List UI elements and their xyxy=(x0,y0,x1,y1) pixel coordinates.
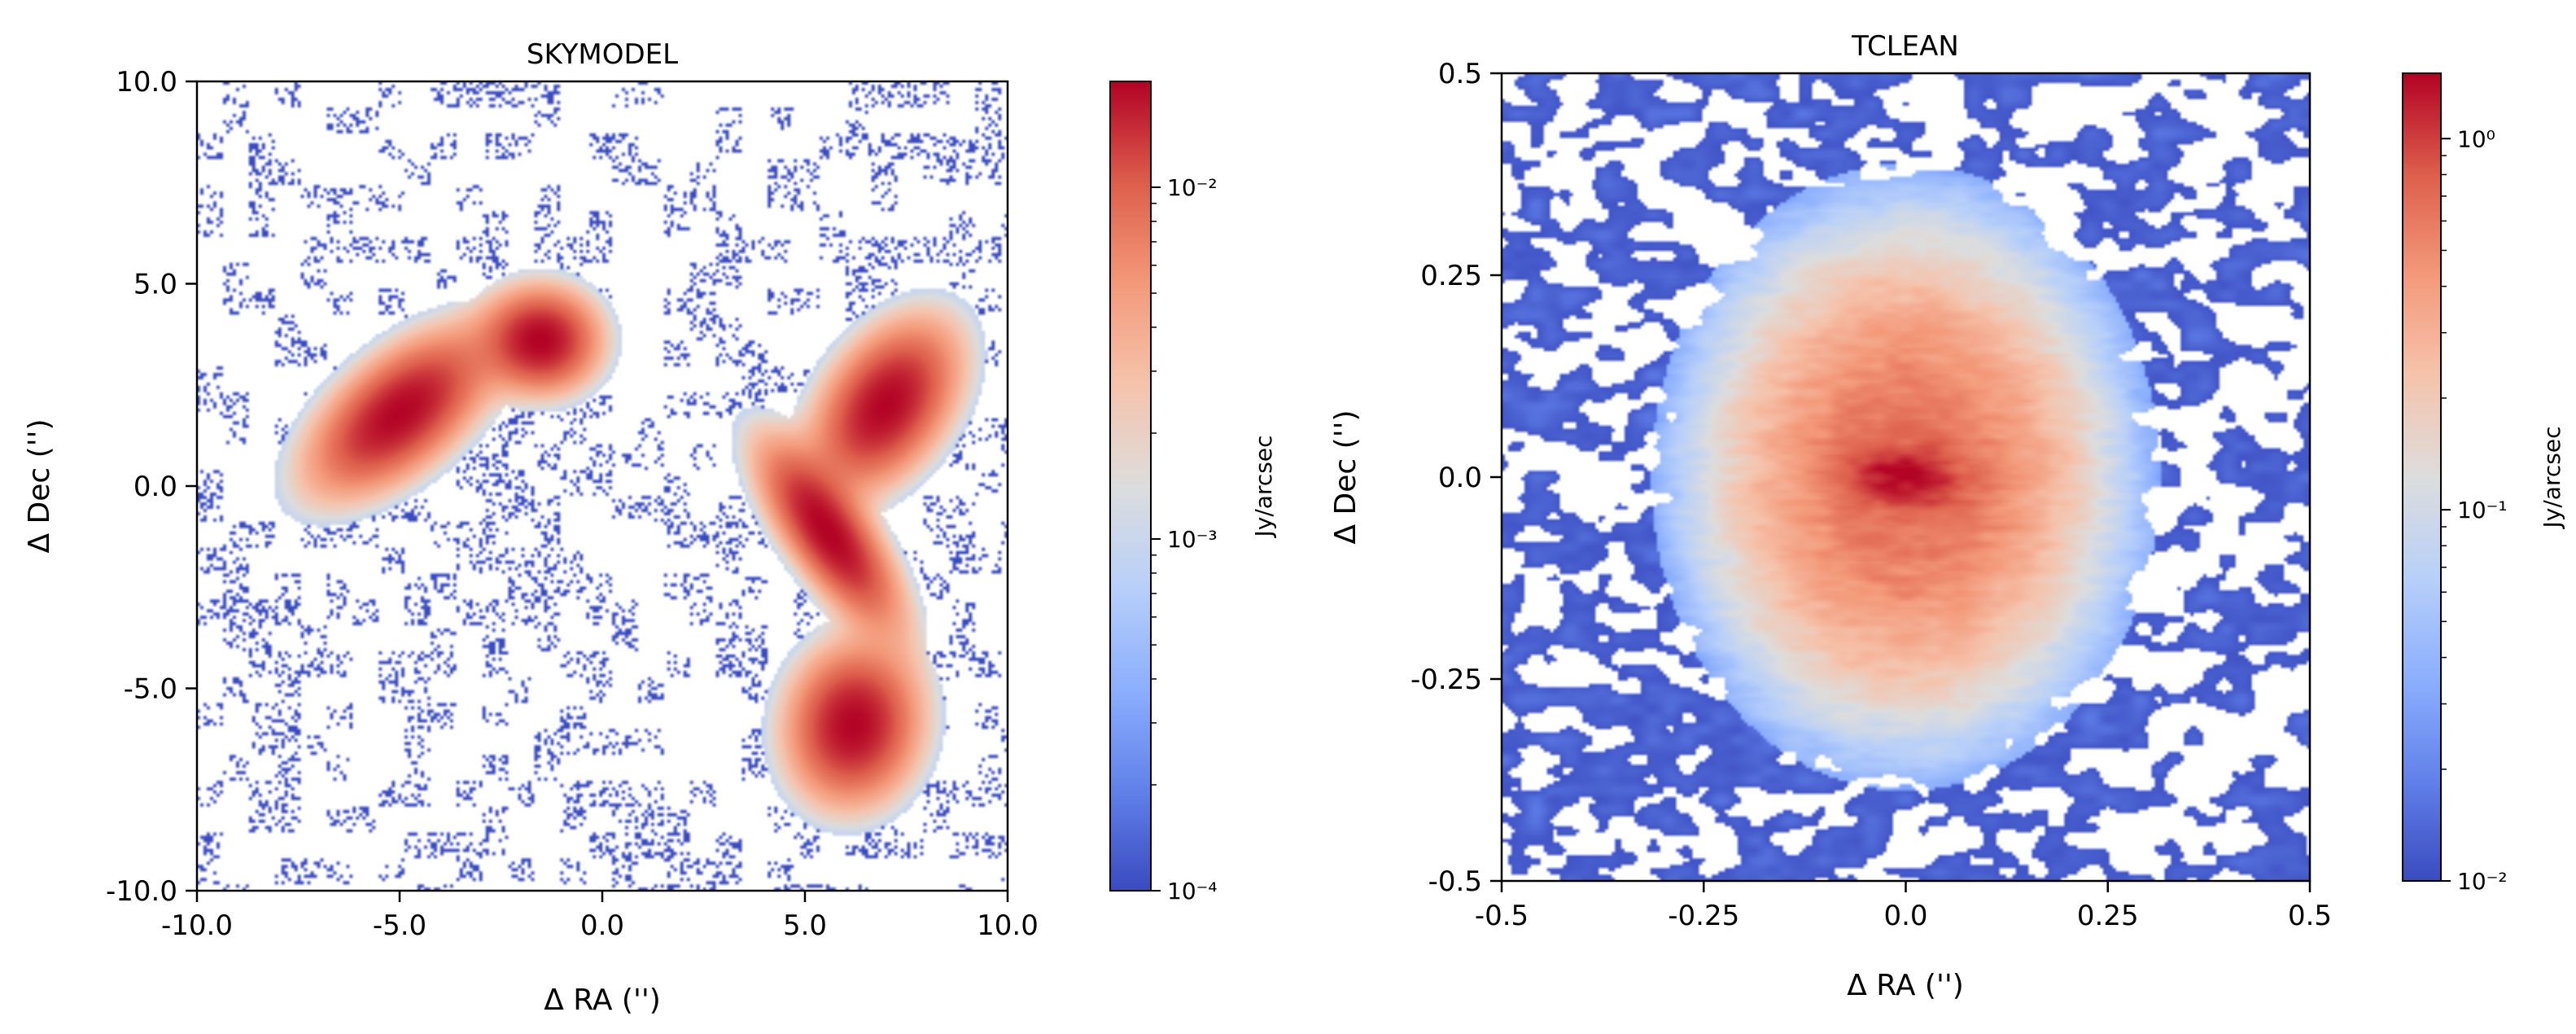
y-tick-label: -0.25 xyxy=(1410,664,1482,696)
y-tick-label: 5.0 xyxy=(133,269,177,301)
y-tick-label: -5.0 xyxy=(124,673,177,706)
tclean-x-axis-label: Δ RA ('') xyxy=(1847,969,1964,1002)
tclean-image xyxy=(1502,73,2310,881)
x-tick-label: -5.0 xyxy=(373,909,426,942)
tclean-colorbar-frame xyxy=(2402,72,2442,882)
colorbar-tick-label: 10⁻³ xyxy=(1167,526,1218,553)
y-tick-label: -0.5 xyxy=(1428,865,1482,898)
x-tick-label: -0.5 xyxy=(1475,900,1529,932)
skymodel-colorbar xyxy=(1110,81,1151,891)
y-tick-label: 0.0 xyxy=(1438,462,1482,494)
x-tick-label: 0.5 xyxy=(2288,900,2332,932)
tclean-colorbar-ticks: 10⁻² 10⁻¹ 10⁰ xyxy=(2441,125,2508,895)
y-tick-label: 0.0 xyxy=(133,471,177,503)
skymodel-y-axis-label: Δ Dec ('') xyxy=(23,418,56,553)
skymodel-axes-ticks: -10.0 -5.0 0.0 5.0 10.0 -10.0 -5.0 0.0 5.0 10.0 xyxy=(106,66,1039,942)
colorbar-tick-label: 10⁻² xyxy=(2457,868,2508,895)
colorbar-tick-label: 10⁻² xyxy=(1167,174,1218,201)
x-tick-label: 0.0 xyxy=(580,909,624,942)
x-tick-label: 10.0 xyxy=(977,909,1039,942)
skymodel-colorbar-label: Jy/arcsec xyxy=(1250,436,1277,539)
colorbar-tick-label: 10⁻⁴ xyxy=(1167,878,1218,905)
skymodel-colorbar-ticks: 10⁻⁴ 10⁻³ 10⁻² xyxy=(1151,174,1218,905)
skymodel-panel: SKYMODEL -10.0 -5.0 0.0 5.0 10.0 -10.0 -5.0 0.0… xyxy=(23,38,1277,1017)
tclean-colorbar-label: Jy/arcsec xyxy=(2539,427,2565,530)
x-tick-label: -10.0 xyxy=(161,909,233,942)
tclean-axes-ticks: -0.5 -0.25 0.0 0.25 0.5 -0.5 -0.25 0.0 0.25 0.5 xyxy=(1410,58,2332,932)
x-tick-label: 0.25 xyxy=(2077,900,2139,932)
tclean-y-axis-label: Δ Dec ('') xyxy=(1329,410,1362,544)
tclean-panel: TCLEAN -0.5 -0.25 0.0 0.25 0.5 -0.5 -0.25 0.0 0.… xyxy=(1329,30,2565,1002)
x-tick-label: 5.0 xyxy=(783,909,827,942)
skymodel-image xyxy=(197,81,1008,891)
y-tick-label: 10.0 xyxy=(116,66,177,99)
tclean-colorbar xyxy=(2403,73,2441,881)
tclean-title: TCLEAN xyxy=(1851,30,1959,63)
x-tick-label: -0.25 xyxy=(1668,900,1739,932)
skymodel-colorbar-frame xyxy=(1109,81,1152,892)
colorbar-tick-label: 10⁰ xyxy=(2457,125,2495,152)
y-tick-label: 0.5 xyxy=(1438,58,1482,90)
x-tick-label: 0.0 xyxy=(1883,900,1927,932)
skymodel-title: SKYMODEL xyxy=(527,38,678,71)
skymodel-x-axis-label: Δ RA ('') xyxy=(544,984,661,1017)
colorbar-tick-label: 10⁻¹ xyxy=(2457,497,2508,524)
y-tick-label: -10.0 xyxy=(106,875,177,908)
y-tick-label: 0.25 xyxy=(1420,260,1482,292)
